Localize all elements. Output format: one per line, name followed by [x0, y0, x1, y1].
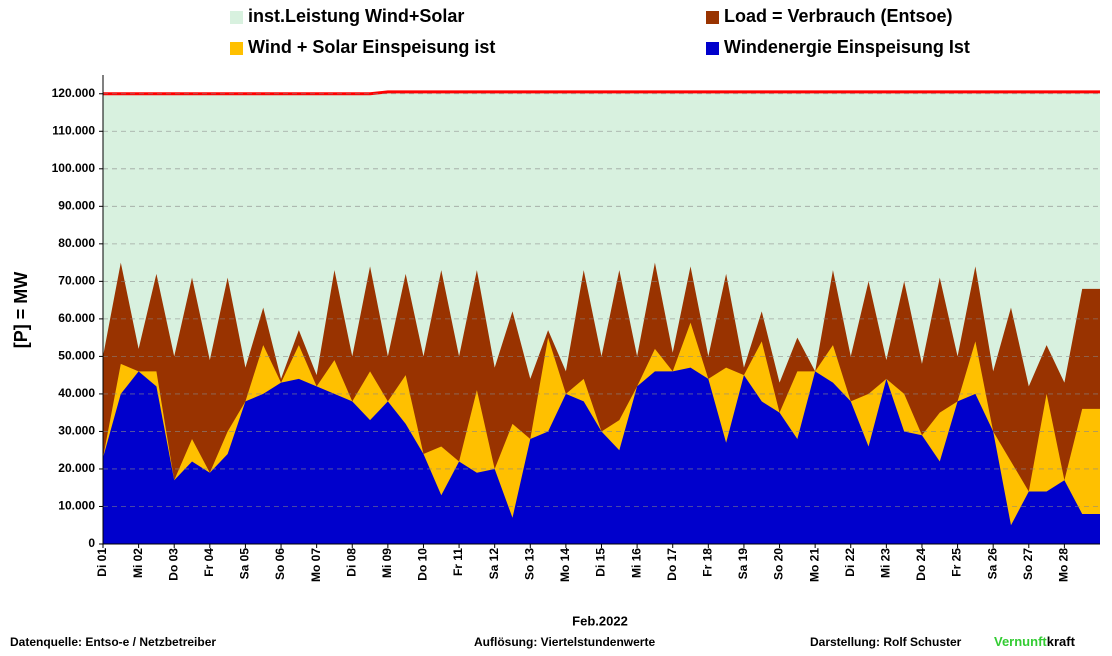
x-tick-label: Di 08: [344, 548, 358, 577]
y-tick-label: 30.000: [58, 424, 95, 438]
y-tick-label: 60.000: [58, 311, 95, 325]
x-tick-label: Mi 02: [131, 548, 145, 578]
x-tick-label: Do 24: [914, 548, 928, 581]
x-tick-label: Mi 16: [629, 548, 643, 578]
x-tick-label: Mi 09: [380, 548, 394, 578]
x-tick-label: Sa 26: [985, 548, 999, 580]
x-tick-label: Di 01: [95, 548, 109, 577]
y-tick-label: 20.000: [58, 461, 95, 475]
y-tick-label: 0: [88, 536, 95, 550]
y-tick-label: 100.000: [52, 161, 96, 175]
area: [103, 367, 1100, 544]
footer-author: Darstellung: Rolf Schuster: [810, 635, 962, 649]
x-tick-label: Do 10: [416, 548, 430, 581]
x-axis-title: Feb.2022: [572, 613, 628, 628]
x-tick-label: Sa 05: [238, 548, 252, 580]
x-tick-label: So 27: [1021, 548, 1035, 580]
y-tick-label: 50.000: [58, 349, 95, 363]
x-tick-label: Do 17: [665, 548, 679, 581]
x-tick-label: Fr 18: [700, 548, 714, 577]
x-tick-label: So 06: [273, 548, 287, 580]
plot-area: [103, 75, 1100, 544]
y-tick-label: 40.000: [58, 386, 95, 400]
footer-source: Datenquelle: Entso-e / Netzbetreiber: [10, 635, 216, 649]
legend-swatch: [230, 42, 243, 55]
legend-label: inst.Leistung Wind+Solar: [248, 6, 464, 26]
y-tick-label: 70.000: [58, 274, 95, 288]
legend-label: Wind + Solar Einspeisung ist: [248, 37, 495, 57]
x-tick-label: Sa 12: [487, 548, 501, 580]
x-tick-label: Fr 11: [451, 548, 465, 576]
brand-green: Vernunft: [994, 634, 1047, 649]
x-tick-label: Do 03: [166, 548, 180, 581]
legend-swatch: [230, 11, 243, 24]
legend-swatch: [706, 42, 719, 55]
x-tick-label: So 13: [522, 548, 536, 580]
legend-label: Load = Verbrauch (Entsoe): [724, 6, 953, 26]
footer-brand: Vernunftkraft: [994, 634, 1076, 649]
y-tick-label: 110.000: [52, 123, 95, 137]
x-tick-label: Mo 21: [807, 548, 821, 582]
legend-label: Windenergie Einspeisung Ist: [724, 37, 970, 57]
x-tick-label: Mo 28: [1057, 548, 1071, 582]
x-tick-label: Fr 25: [950, 548, 964, 577]
x-tick-label: Fr 04: [202, 548, 216, 577]
x-tick-label: Mo 07: [309, 548, 323, 582]
x-tick-label: Mo 14: [558, 548, 572, 582]
y-tick-label: 80.000: [58, 236, 95, 250]
y-axis-title: [P] = MW: [11, 272, 31, 349]
x-tick-label: Di 22: [843, 548, 857, 577]
brand-rest: kraft: [1047, 634, 1076, 649]
x-tick-label: Sa 19: [736, 548, 750, 580]
y-tick-label: 10.000: [58, 499, 95, 513]
y-tick-label: 90.000: [58, 198, 95, 212]
x-tick-label: Mi 23: [879, 548, 893, 578]
y-tick-label: 120.000: [52, 86, 96, 100]
footer-resolution: Auflösung: Viertelstundenwerte: [474, 635, 655, 649]
x-tick-label: Di 15: [594, 548, 608, 577]
legend-swatch: [706, 11, 719, 24]
x-tick-label: So 20: [772, 548, 786, 580]
